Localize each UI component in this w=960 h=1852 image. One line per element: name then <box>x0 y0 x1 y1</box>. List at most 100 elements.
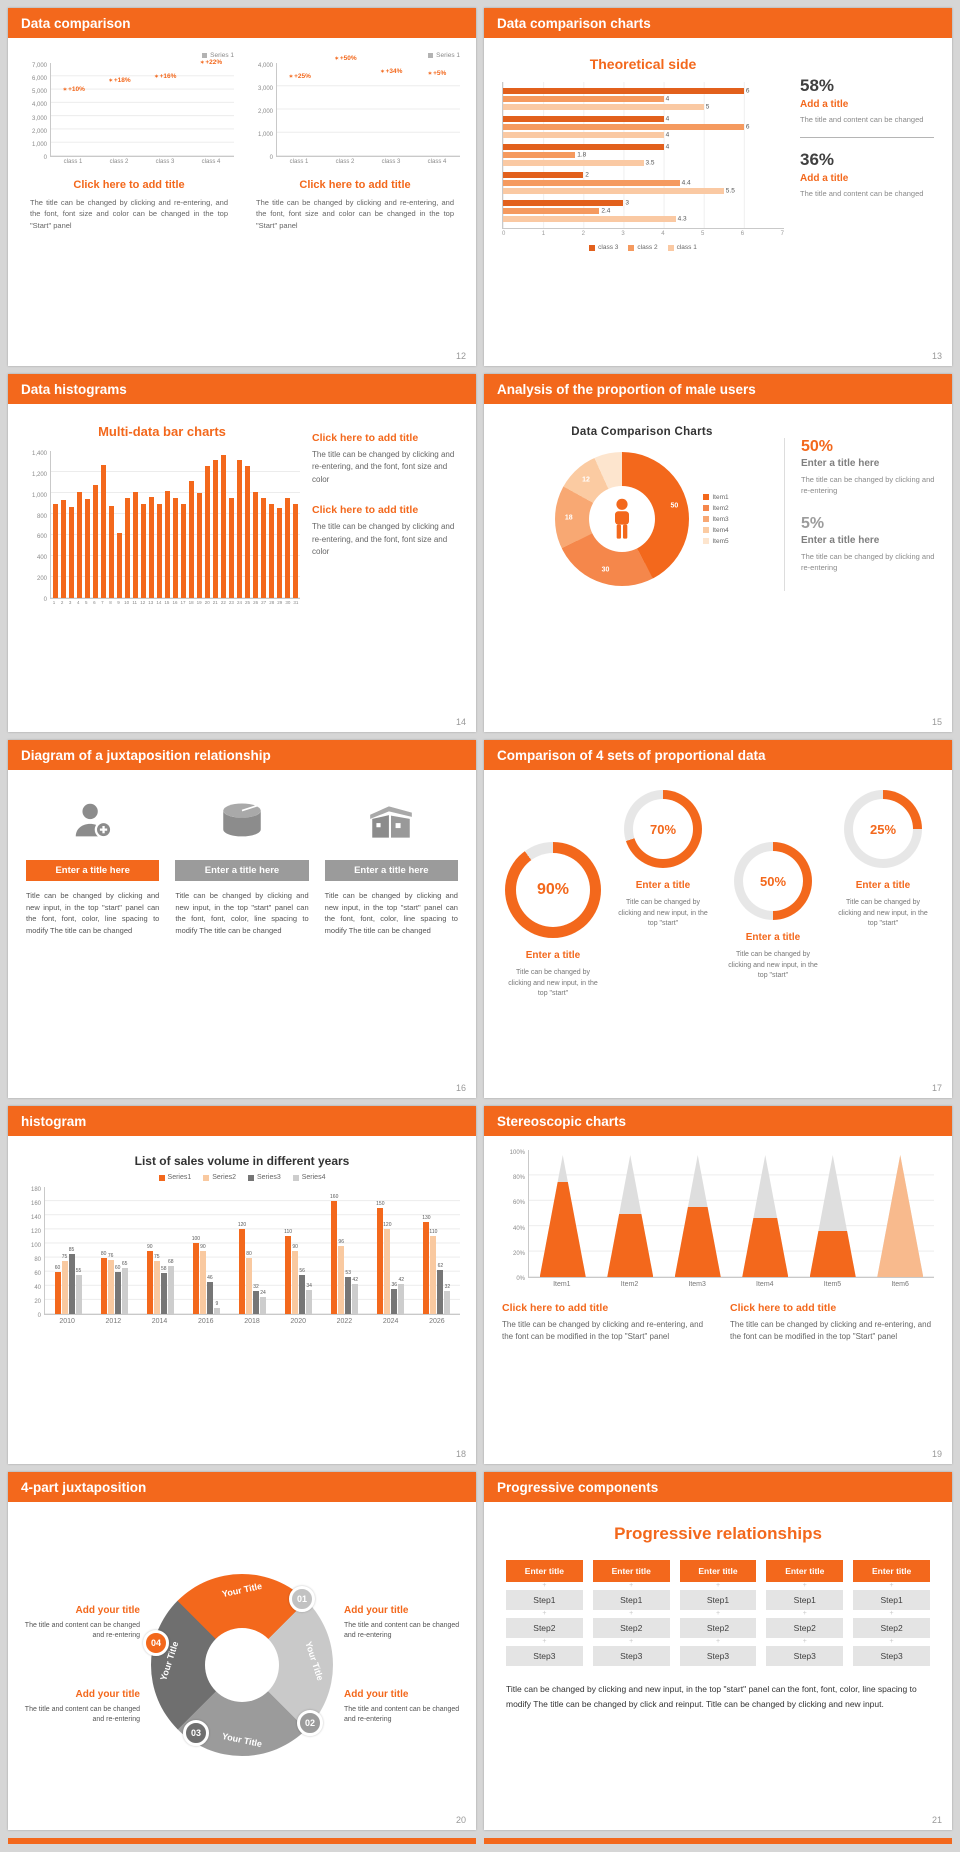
progress-column: Enter title + Step1 + Step2 + Step3 <box>853 1560 930 1666</box>
bar-value: 60 <box>54 1264 61 1271</box>
item-body: Title can be changed by clicking and new… <box>324 891 458 935</box>
slide-title: Data histograms <box>21 381 127 397</box>
progress-column: Enter title + Step1 + Step2 + Step3 <box>679 1560 757 1666</box>
bar <box>503 172 584 178</box>
bar <box>61 500 66 598</box>
bar-value: 5.5 <box>725 187 735 195</box>
slide-male-users-proportion[interactable]: Analysis of the proportion of male users… <box>484 374 952 732</box>
bar-value: 110 <box>284 1229 293 1236</box>
bar <box>503 124 744 130</box>
plus-separator: + <box>802 1610 807 1617</box>
bar-value: 68 <box>167 1259 174 1266</box>
percent-label: ✶+25% <box>288 72 311 80</box>
bar <box>165 490 170 598</box>
bar <box>109 505 114 598</box>
bar <box>503 188 724 194</box>
bar <box>503 152 576 158</box>
slide-title-bar: Progressive components <box>484 1472 952 1502</box>
bar <box>192 1243 199 1314</box>
bar <box>146 1250 153 1314</box>
bar-group: 2 4.4 5.5 <box>503 172 784 195</box>
slide-proportional-data[interactable]: Comparison of 4 sets of proportional dat… <box>484 740 952 1098</box>
bar <box>306 1290 313 1314</box>
slide-content: Data Comparison Charts 50 30 18 12 Item <box>484 404 952 591</box>
y-axis-labels: 180 160 140 120 100 80 60 40 20 0 <box>30 1187 41 1319</box>
chart-panels: Series 1 7,000 6,000 5,000 4,000 3,000 2,000 1,… <box>8 38 476 231</box>
juxtaposition-item: Enter a title here Title can be changed … <box>324 792 458 937</box>
bar <box>197 493 202 598</box>
slide-progressive-components[interactable]: Progressive components Progressive relat… <box>484 1472 952 1830</box>
bar <box>252 1291 259 1314</box>
ring-diagram: Your Title Your Title Your Title Your Ti… <box>143 1574 333 1756</box>
cone-fill <box>674 1207 721 1277</box>
bar-value: 24 <box>260 1290 266 1297</box>
slide-title: Data comparison charts <box>497 15 651 31</box>
slide-title: Diagram of a juxtaposition relationship <box>21 747 271 763</box>
bar <box>292 1250 299 1314</box>
stat-body: The title and content can be changed <box>800 115 924 124</box>
block-title: Add your title <box>344 1689 409 1700</box>
stats-column: 58% Add a title The title and content ca… <box>784 76 934 251</box>
slide-4-part-juxtaposition[interactable]: 4-part juxtaposition Add your title The … <box>8 1472 476 1830</box>
text-column-left: Add your title The title and content can… <box>22 1605 140 1726</box>
slide-juxtaposition-relationship[interactable]: Diagram of a juxtaposition relationship … <box>8 740 476 1098</box>
bar <box>53 503 58 598</box>
slice-label: 18 <box>564 514 573 522</box>
slide-partial[interactable] <box>484 1838 952 1844</box>
step-box: Step3 <box>766 1646 844 1666</box>
slide-data-comparison[interactable]: Data comparison Series 1 7,000 6,000 5,000 4… <box>8 8 476 366</box>
bar-group: 6 4 5 <box>503 88 784 111</box>
plot-area: 60 75 85 55 80 76 60 65 90 75 58 68 100 90 46 9 120 80 32 2… <box>44 1187 460 1315</box>
plot-area <box>528 1150 934 1278</box>
chart-panel: Series 1 7,000 6,000 5,000 4,000 3,000 2,000 1,… <box>24 52 234 231</box>
legend-marker-icon <box>292 1174 299 1181</box>
star-icon: ✶ <box>334 56 339 63</box>
bar-group: ✶+10% <box>53 63 95 156</box>
step-box: Step2 <box>592 1618 670 1638</box>
slide-content: Multi-data bar charts 1,400 1,200 1,000 800… <box>8 404 476 605</box>
slide-data-histograms[interactable]: Data histograms Multi-data bar charts 1,… <box>8 374 476 732</box>
slide-title: Data comparison <box>21 15 131 31</box>
slide-title: histogram <box>21 1113 87 1129</box>
gauge-column: 70% Enter a title Title can be changed b… <box>614 790 712 1000</box>
gauge-title: Enter a title <box>855 880 911 891</box>
plot-area: ✶+10% ✶+18% ✶+16% ✶+22% <box>50 59 234 157</box>
legend-marker-icon <box>703 516 710 522</box>
bar <box>238 1229 245 1314</box>
legend-item: class 1 <box>667 244 697 251</box>
bar-group: 120 80 32 24 <box>238 1187 266 1314</box>
slide-title: Stereoscopic charts <box>497 1113 627 1129</box>
gauge-chart: 25% <box>844 790 922 868</box>
percent-label: ✶+18% <box>108 76 131 84</box>
slide-partial[interactable] <box>8 1838 476 1844</box>
progress-column: Enter title + Step1 + Step2 + Step3 <box>506 1560 583 1666</box>
bar <box>345 1276 352 1314</box>
percent-label: ✶+22% <box>200 59 223 67</box>
legend-marker-icon <box>703 494 710 500</box>
legend-marker-icon <box>202 53 208 58</box>
slide-stereoscopic-charts[interactable]: Stereoscopic charts 100% 80% 60% 40% 20% 0% It… <box>484 1106 952 1464</box>
chart-column: Data Comparison Charts 50 30 18 12 Item <box>500 418 784 591</box>
bar-value: 42 <box>352 1277 358 1284</box>
bar <box>503 144 664 150</box>
step-box: Step3 <box>506 1646 583 1666</box>
item-body: Title can be changed by clicking and new… <box>175 891 309 935</box>
gauge-title: Enter a title <box>635 880 691 891</box>
block-title: Click here to add title <box>730 1302 837 1314</box>
step-box: Step1 <box>853 1590 930 1610</box>
bar-value: 55 <box>75 1268 82 1275</box>
bar-value: 90 <box>146 1243 153 1250</box>
slide-data-comparison-charts[interactable]: Data comparison charts Theoretical side … <box>484 8 952 366</box>
slice-label: 12 <box>582 476 590 484</box>
stat-title: Add a title <box>800 99 849 110</box>
bar <box>141 503 146 598</box>
bar <box>391 1288 398 1314</box>
bar-value: 4.3 <box>677 215 687 223</box>
stat-block: 58% Add a title The title and content ca… <box>800 76 934 139</box>
text-blocks: Click here to add title The title can be… <box>502 1302 934 1344</box>
bar <box>101 464 106 598</box>
y-axis-labels: 4,000 3,000 2,000 1,000 0 <box>257 63 273 161</box>
plus-separator: + <box>715 1610 721 1617</box>
slide-content: Enter a title here Title can be changed … <box>8 770 476 937</box>
slide-histogram[interactable]: histogram List of sales volume in differ… <box>8 1106 476 1464</box>
